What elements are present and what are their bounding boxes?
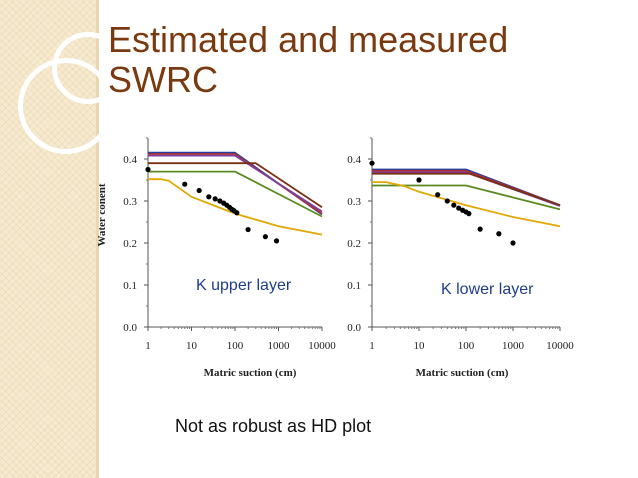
decorative-stripe-edge xyxy=(96,0,99,478)
estimated-curve-3 xyxy=(148,154,323,213)
measured-point xyxy=(416,177,422,183)
slide-title: Estimated and measured SWRC xyxy=(108,20,608,100)
x-tick-label: 1000 xyxy=(502,340,525,352)
measured-point xyxy=(212,196,218,202)
estimated-curve-1 xyxy=(372,168,561,207)
x-tick-label: 1 xyxy=(145,340,151,352)
y-tick-label: 0.1 xyxy=(347,280,361,292)
y-tick-label: 0.0 xyxy=(123,322,137,334)
measured-point xyxy=(217,198,223,204)
y-tick-label: 0.0 xyxy=(347,322,361,334)
measured-point xyxy=(496,231,502,237)
y-tick-label: 0.4 xyxy=(347,154,361,166)
panel-label: K lower layer xyxy=(441,281,534,298)
x-tick-label: 1 xyxy=(369,340,375,352)
y-tick-label: 0.2 xyxy=(123,238,137,250)
estimated-curve-4 xyxy=(148,162,323,209)
measured-point xyxy=(262,234,269,240)
y-tick-label: 0.4 xyxy=(123,154,137,166)
x-tick-label: 10000 xyxy=(308,340,336,352)
measured-point xyxy=(182,181,188,187)
x-tick-label: 10 xyxy=(186,340,198,352)
y-tick-label: 0.3 xyxy=(123,196,137,208)
measured-point xyxy=(435,192,441,198)
slide-note: Not as robust as HD plot xyxy=(175,416,372,436)
x-axis-title: Matric suction (cm) xyxy=(204,367,297,379)
measured-point xyxy=(196,187,202,194)
x-tick-label: 100 xyxy=(458,340,475,352)
estimated-curve-6 xyxy=(148,178,323,236)
x-tick-label: 10 xyxy=(414,340,426,352)
estimated-curve-4 xyxy=(372,172,561,207)
y-tick-label: 0.3 xyxy=(347,196,361,208)
measured-point xyxy=(477,226,483,232)
measured-point xyxy=(466,211,472,217)
measured-point xyxy=(369,160,375,166)
estimated-curve-2 xyxy=(372,169,561,207)
x-tick-label: 100 xyxy=(227,340,244,352)
estimated-curve-3 xyxy=(372,171,561,207)
estimated-curve-6 xyxy=(372,181,561,228)
y-tick-label: 0.1 xyxy=(123,280,137,292)
measured-point xyxy=(273,238,280,244)
slide-title-line2: SWRC xyxy=(108,59,218,100)
slide-title-line1: Estimated and measured xyxy=(108,19,509,60)
measured-point xyxy=(206,194,212,200)
measured-point xyxy=(456,205,462,211)
estimated-curve-5 xyxy=(148,170,323,218)
measured-point xyxy=(234,210,240,216)
x-tick-label: 10000 xyxy=(546,340,574,352)
decorative-ring-small xyxy=(52,32,124,104)
x-axis-title: Matric suction (cm) xyxy=(416,367,509,379)
panel-label: K upper layer xyxy=(196,277,292,294)
y-axis-title: Water conent xyxy=(96,183,108,246)
y-tick-label: 0.2 xyxy=(347,238,361,250)
measured-point xyxy=(444,198,450,204)
measured-point xyxy=(145,166,151,173)
measured-point xyxy=(451,202,457,208)
x-tick-label: 1000 xyxy=(268,340,291,352)
measured-point xyxy=(510,240,516,246)
measured-point xyxy=(245,226,251,233)
